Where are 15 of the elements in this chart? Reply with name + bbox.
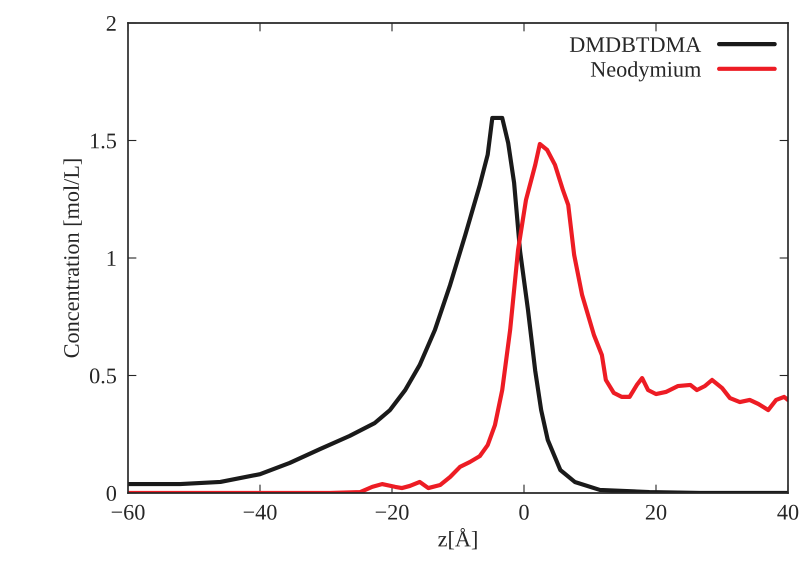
legend-label: DMDBTDMA — [570, 37, 702, 52]
y-axis-title: Concentration [mol/L] — [63, 159, 82, 358]
x-tick-label: −40 — [244, 504, 277, 520]
x-tick-label: 0 — [519, 504, 529, 520]
x-tick-label: 20 — [646, 504, 666, 520]
y-tick-label: 1 — [108, 251, 116, 266]
y-tick-label: 2 — [106, 16, 116, 31]
x-tick-label: −20 — [376, 504, 409, 520]
y-tick-label: 0 — [106, 486, 116, 501]
x-tick-label: −60 — [112, 504, 145, 520]
x-axis-title: z[Å] — [438, 528, 477, 550]
x-tick-label: 40 — [777, 504, 798, 520]
y-tick-label: 1.5 — [91, 134, 116, 149]
legend-label: Neodymium — [590, 61, 701, 82]
y-tick-label: 0.5 — [90, 368, 116, 384]
